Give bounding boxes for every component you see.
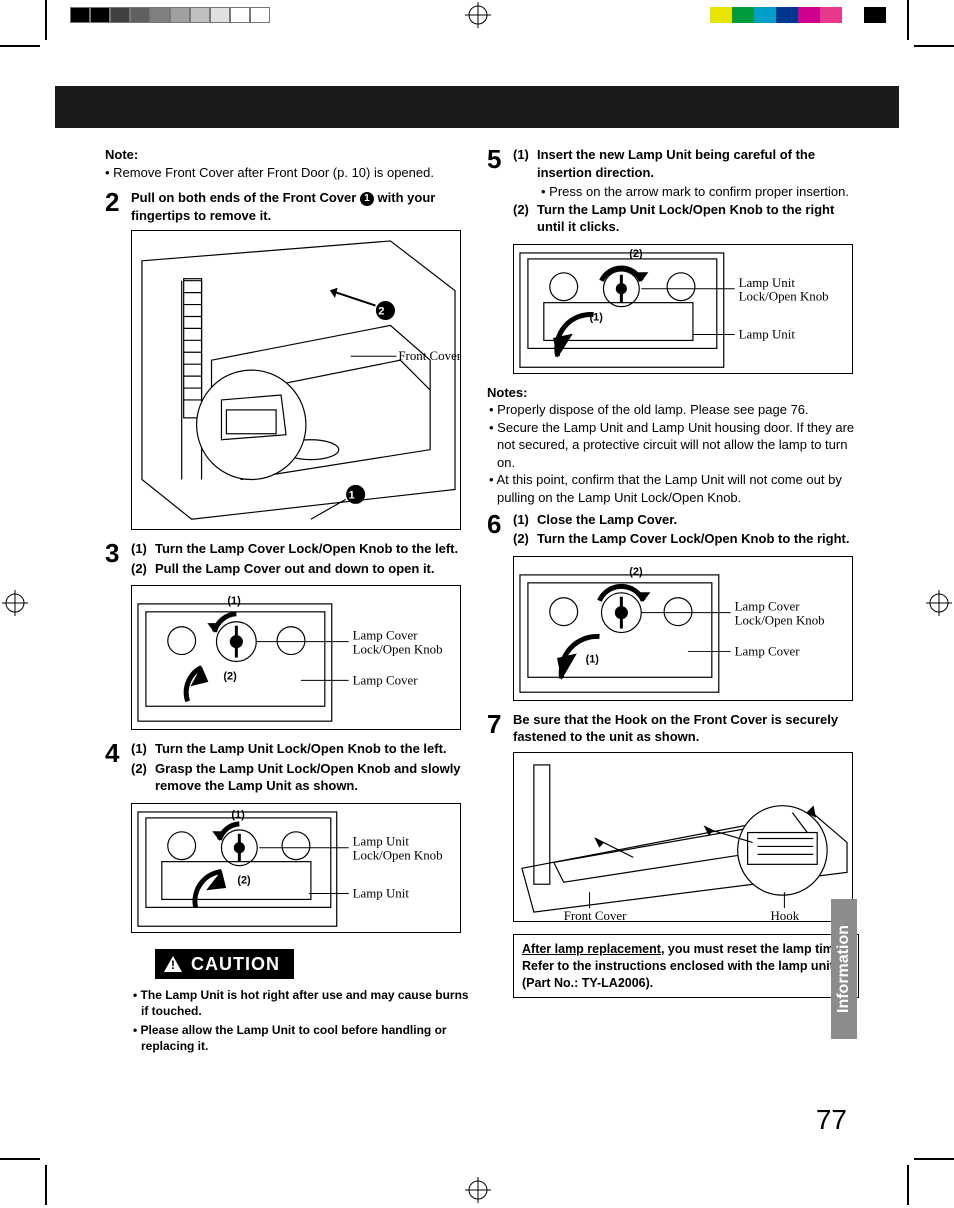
svg-text:Lock/Open Knob: Lock/Open Knob [353, 642, 443, 657]
svg-text:2: 2 [378, 306, 384, 318]
crop-mark [0, 1158, 40, 1160]
svg-text:1: 1 [349, 490, 355, 502]
page-content: Note: • Remove Front Cover after Front D… [55, 56, 899, 1149]
svg-text:Lamp Cover: Lamp Cover [353, 673, 419, 688]
warning-icon: ! [163, 955, 183, 973]
crop-mark [907, 1165, 909, 1205]
svg-text:Lock/Open Knob: Lock/Open Knob [739, 288, 829, 303]
registration-mark-icon [465, 2, 491, 28]
svg-text:Lamp Unit: Lamp Unit [739, 326, 796, 341]
notes-bullet: • At this point, conﬁrm that the Lamp Un… [487, 471, 859, 506]
notes-bullet: • Secure the Lamp Unit and Lamp Unit hou… [487, 419, 859, 472]
diagram-step7: Front Cover Hook [513, 752, 853, 922]
step-number: 6 [487, 511, 509, 550]
notes-title: Notes: [487, 385, 527, 400]
svg-text:(2): (2) [629, 566, 643, 578]
step-2: 2 Pull on both ends of the Front Cover 1… [105, 189, 477, 224]
svg-text:(1): (1) [231, 809, 245, 821]
right-column: 5 (1)Insert the new Lamp Unit being care… [487, 146, 859, 1056]
crop-mark [45, 1165, 47, 1205]
caution-bullet: • The Lamp Unit is hot right after use a… [131, 987, 477, 1019]
step-number: 2 [105, 189, 127, 224]
step-number: 3 [105, 540, 127, 579]
registration-mark-icon [465, 1177, 491, 1203]
step-number: 7 [487, 711, 509, 746]
svg-text:!: ! [171, 958, 175, 972]
crop-mark [907, 0, 909, 40]
after-underline: After lamp replacement [522, 942, 661, 956]
svg-text:Lamp Cover: Lamp Cover [735, 598, 801, 613]
registration-mark-icon [926, 590, 952, 616]
side-tab: Information [831, 899, 857, 1039]
svg-text:(1): (1) [586, 653, 600, 665]
side-tab-label: Information [833, 925, 855, 1013]
step-number: 5 [487, 146, 509, 238]
svg-text:Lamp Unit: Lamp Unit [353, 885, 410, 900]
svg-text:Lamp Cover: Lamp Cover [735, 643, 801, 658]
notes-block: Notes: • Properly dispose of the old lam… [487, 384, 859, 507]
left-column: Note: • Remove Front Cover after Front D… [105, 146, 477, 1056]
svg-text:(1): (1) [590, 311, 604, 323]
svg-text:Lock/Open Knob: Lock/Open Knob [353, 848, 443, 863]
step-text: (1)Insert the new Lamp Unit being carefu… [513, 146, 859, 238]
color-bar-color [710, 7, 886, 23]
crop-mark [914, 45, 954, 47]
svg-text:(2): (2) [223, 671, 237, 683]
step-text: (1)Close the Lamp Cover. (2)Turn the Lam… [513, 511, 859, 550]
svg-text:Lamp Unit: Lamp Unit [739, 274, 796, 289]
svg-text:(2): (2) [629, 248, 643, 260]
caution-bullet: • Please allow the Lamp Unit to cool bef… [131, 1022, 477, 1054]
step-6: 6 (1)Close the Lamp Cover. (2)Turn the L… [487, 511, 859, 550]
svg-text:Front Cover: Front Cover [564, 908, 627, 922]
step-text: (1)Turn the Lamp Cover Lock/Open Knob to… [131, 540, 477, 579]
step-5: 5 (1)Insert the new Lamp Unit being care… [487, 146, 859, 238]
svg-text:(2): (2) [237, 874, 251, 886]
step-3: 3 (1)Turn the Lamp Cover Lock/Open Knob … [105, 540, 477, 579]
registration-mark-icon [2, 590, 28, 616]
crop-mark [914, 1158, 954, 1160]
step-number: 4 [105, 740, 127, 797]
note-text: • Remove Front Cover after Front Door (p… [105, 165, 434, 180]
caution-title: CAUTION [191, 952, 280, 976]
step-text: Be sure that the Hook on the Front Cover… [513, 711, 859, 746]
page-number: 77 [816, 1101, 847, 1139]
notes-bullet: • Properly dispose of the old lamp. Plea… [487, 401, 859, 419]
svg-text:Lock/Open Knob: Lock/Open Knob [735, 612, 825, 627]
svg-text:Hook: Hook [770, 908, 799, 922]
diagram-step5: (2) (1) Lamp Unit Lock/Open Knob Lamp Un… [513, 244, 853, 374]
diagram-step6: (2) (1) Lamp Cover Lock/Open Knob Lamp C… [513, 556, 853, 701]
step-text: Pull on both ends of the Front Cover 1 w… [131, 189, 477, 224]
note-block: Note: • Remove Front Cover after Front D… [105, 146, 477, 181]
diagram-label: Front Cover [398, 348, 460, 363]
svg-text:Lamp Unit: Lamp Unit [353, 834, 410, 849]
crop-mark [45, 0, 47, 40]
step-7: 7 Be sure that the Hook on the Front Cov… [487, 711, 859, 746]
caution-box: ! CAUTION • The Lamp Unit is hot right a… [105, 943, 477, 1054]
svg-text:(1): (1) [227, 595, 241, 607]
diagram-step2: 2 1 Front Cover [131, 230, 461, 530]
diagram-step3: (1) (2) Lamp Cover Lock/Open Knob Lamp C… [131, 585, 461, 730]
svg-text:Lamp Cover: Lamp Cover [353, 628, 419, 643]
crop-mark [0, 45, 40, 47]
note-title: Note: [105, 147, 138, 162]
color-bar-grayscale [70, 7, 270, 23]
diagram-step4: (1) (2) Lamp Unit Lock/Open Knob Lamp Un… [131, 803, 461, 933]
after-replacement-box: After lamp replacement, you must reset t… [513, 934, 859, 999]
header-band [55, 86, 899, 128]
step-4: 4 (1)Turn the Lamp Unit Lock/Open Knob t… [105, 740, 477, 797]
circled-number-icon: 1 [360, 192, 374, 206]
step-text: (1)Turn the Lamp Unit Lock/Open Knob to … [131, 740, 477, 797]
